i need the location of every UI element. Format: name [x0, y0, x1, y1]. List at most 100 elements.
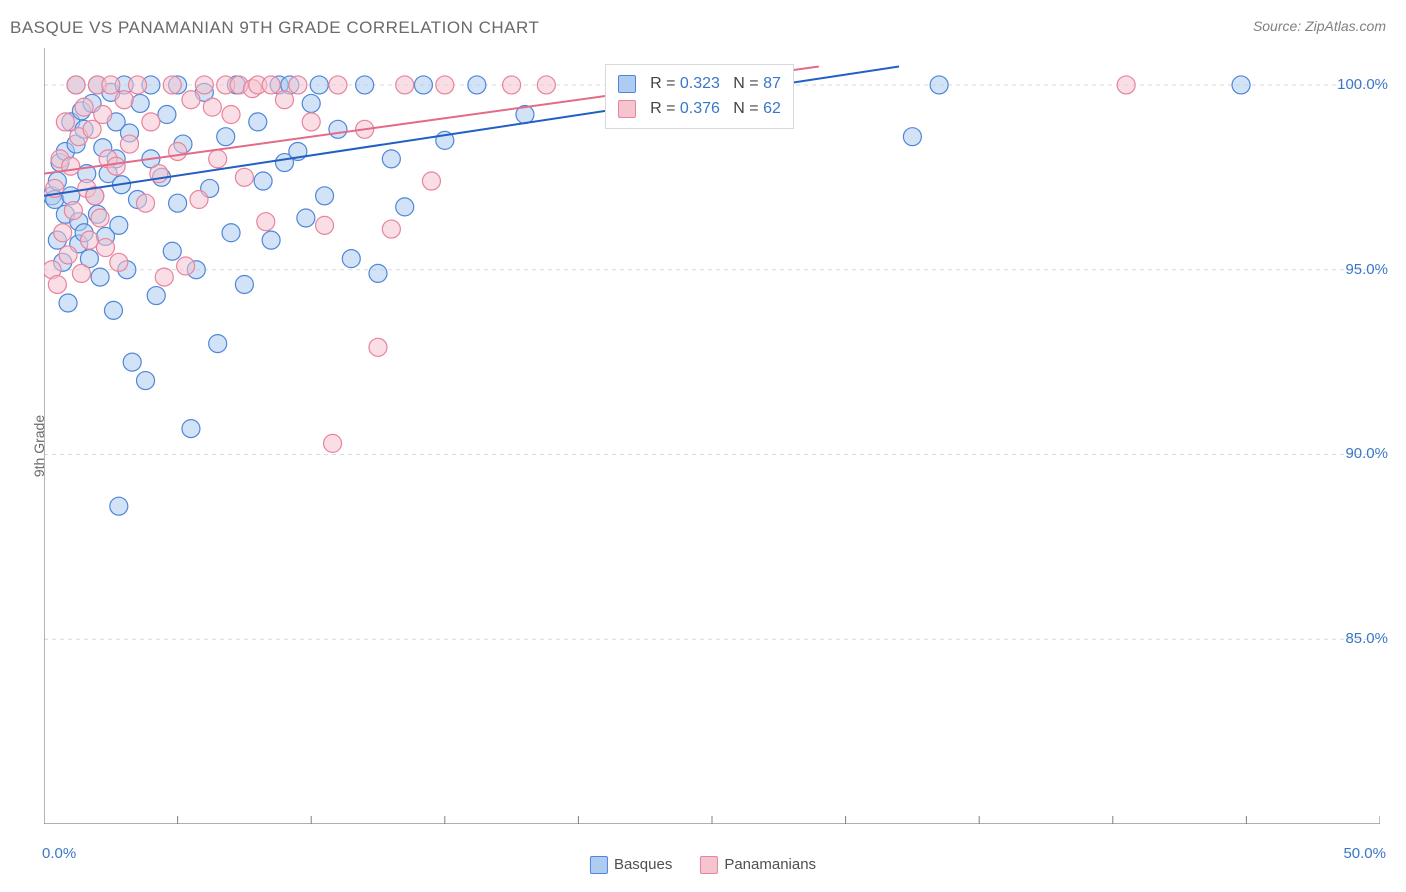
scatter-point: [329, 120, 347, 138]
scatter-point: [158, 106, 176, 124]
scatter-point: [209, 335, 227, 353]
scatter-point: [91, 209, 109, 227]
scatter-point: [195, 76, 213, 94]
scatter-point: [72, 264, 90, 282]
scatter-point: [54, 224, 72, 242]
scatter-point: [396, 198, 414, 216]
scatter-point: [203, 98, 221, 116]
scatter-point: [182, 91, 200, 109]
scatter-point: [96, 239, 114, 257]
x-axis-start-label: 0.0%: [42, 845, 76, 862]
stats-swatch: [618, 100, 636, 118]
scatter-point: [930, 76, 948, 94]
scatter-point: [222, 224, 240, 242]
scatter-point: [62, 157, 80, 175]
chart-title: BASQUE VS PANAMANIAN 9TH GRADE CORRELATI…: [10, 18, 539, 38]
scatter-point: [382, 220, 400, 238]
scatter-point: [190, 191, 208, 209]
scatter-point: [59, 294, 77, 312]
scatter-point: [104, 301, 122, 319]
scatter-point: [436, 76, 454, 94]
scatter-point: [249, 113, 267, 131]
scatter-point: [48, 275, 66, 293]
correlation-stats-box: R = 0.323 N = 87R = 0.376 N = 62: [605, 64, 794, 129]
scatter-point: [182, 420, 200, 438]
scatter-point: [1232, 76, 1250, 94]
scatter-point: [177, 257, 195, 275]
scatter-point: [422, 172, 440, 190]
stats-swatch: [618, 75, 636, 93]
scatter-point: [131, 94, 149, 112]
scatter-point: [209, 150, 227, 168]
legend-swatch-panamanians: [700, 856, 718, 874]
scatter-point: [110, 216, 128, 234]
scatter-point: [356, 76, 374, 94]
scatter-point: [110, 497, 128, 515]
scatter-point: [369, 264, 387, 282]
scatter-point: [123, 353, 141, 371]
scatter-point: [129, 76, 147, 94]
scatter-point: [94, 106, 112, 124]
scatter-point: [302, 94, 320, 112]
scatter-point: [222, 106, 240, 124]
scatter-point: [142, 113, 160, 131]
scatter-point: [102, 76, 120, 94]
scatter-point: [503, 76, 521, 94]
legend: Basques Panamanians: [590, 856, 816, 874]
scatter-point: [56, 113, 74, 131]
scatter-point: [414, 76, 432, 94]
scatter-point: [342, 250, 360, 268]
scatter-point: [262, 231, 280, 249]
scatter-point: [382, 150, 400, 168]
scatter-point: [254, 172, 272, 190]
scatter-point: [163, 76, 181, 94]
y-tick-label: 85.0%: [1345, 630, 1388, 647]
scatter-point: [262, 76, 280, 94]
scatter-point: [110, 253, 128, 271]
scatter-point: [163, 242, 181, 260]
scatter-point: [537, 76, 555, 94]
scatter-point: [297, 209, 315, 227]
stats-row: R = 0.376 N = 62: [618, 96, 781, 122]
legend-label-basques: Basques: [614, 856, 672, 873]
scatter-point: [107, 157, 125, 175]
scatter-point: [289, 76, 307, 94]
scatter-point: [310, 76, 328, 94]
scatter-point: [235, 168, 253, 186]
stats-text: R = 0.376 N = 62: [650, 96, 781, 122]
scatter-point: [59, 246, 77, 264]
legend-label-panamanians: Panamanians: [724, 856, 816, 873]
legend-item-panamanians: Panamanians: [700, 856, 816, 874]
scatter-point: [468, 76, 486, 94]
scatter-point: [396, 76, 414, 94]
scatter-point: [155, 268, 173, 286]
scatter-point: [91, 268, 109, 286]
stats-row: R = 0.323 N = 87: [618, 71, 781, 97]
scatter-plot: [44, 48, 1380, 824]
scatter-point: [147, 287, 165, 305]
scatter-point: [235, 275, 253, 293]
scatter-point: [302, 113, 320, 131]
scatter-point: [137, 372, 155, 390]
y-tick-label: 90.0%: [1345, 445, 1388, 462]
scatter-point: [329, 76, 347, 94]
scatter-point: [115, 91, 133, 109]
source-label: Source: ZipAtlas.com: [1253, 18, 1386, 34]
scatter-point: [1117, 76, 1135, 94]
scatter-point: [217, 128, 235, 146]
scatter-point: [275, 91, 293, 109]
stats-text: R = 0.323 N = 87: [650, 71, 781, 97]
scatter-point: [80, 231, 98, 249]
scatter-point: [324, 434, 342, 452]
legend-item-basques: Basques: [590, 856, 672, 874]
scatter-point: [75, 98, 93, 116]
scatter-point: [121, 135, 139, 153]
y-tick-label: 100.0%: [1337, 76, 1388, 93]
scatter-point: [169, 194, 187, 212]
scatter-point: [316, 216, 334, 234]
x-axis-end-label: 50.0%: [1343, 845, 1386, 862]
scatter-point: [316, 187, 334, 205]
scatter-point: [67, 76, 85, 94]
y-tick-label: 95.0%: [1345, 261, 1388, 278]
scatter-point: [369, 338, 387, 356]
